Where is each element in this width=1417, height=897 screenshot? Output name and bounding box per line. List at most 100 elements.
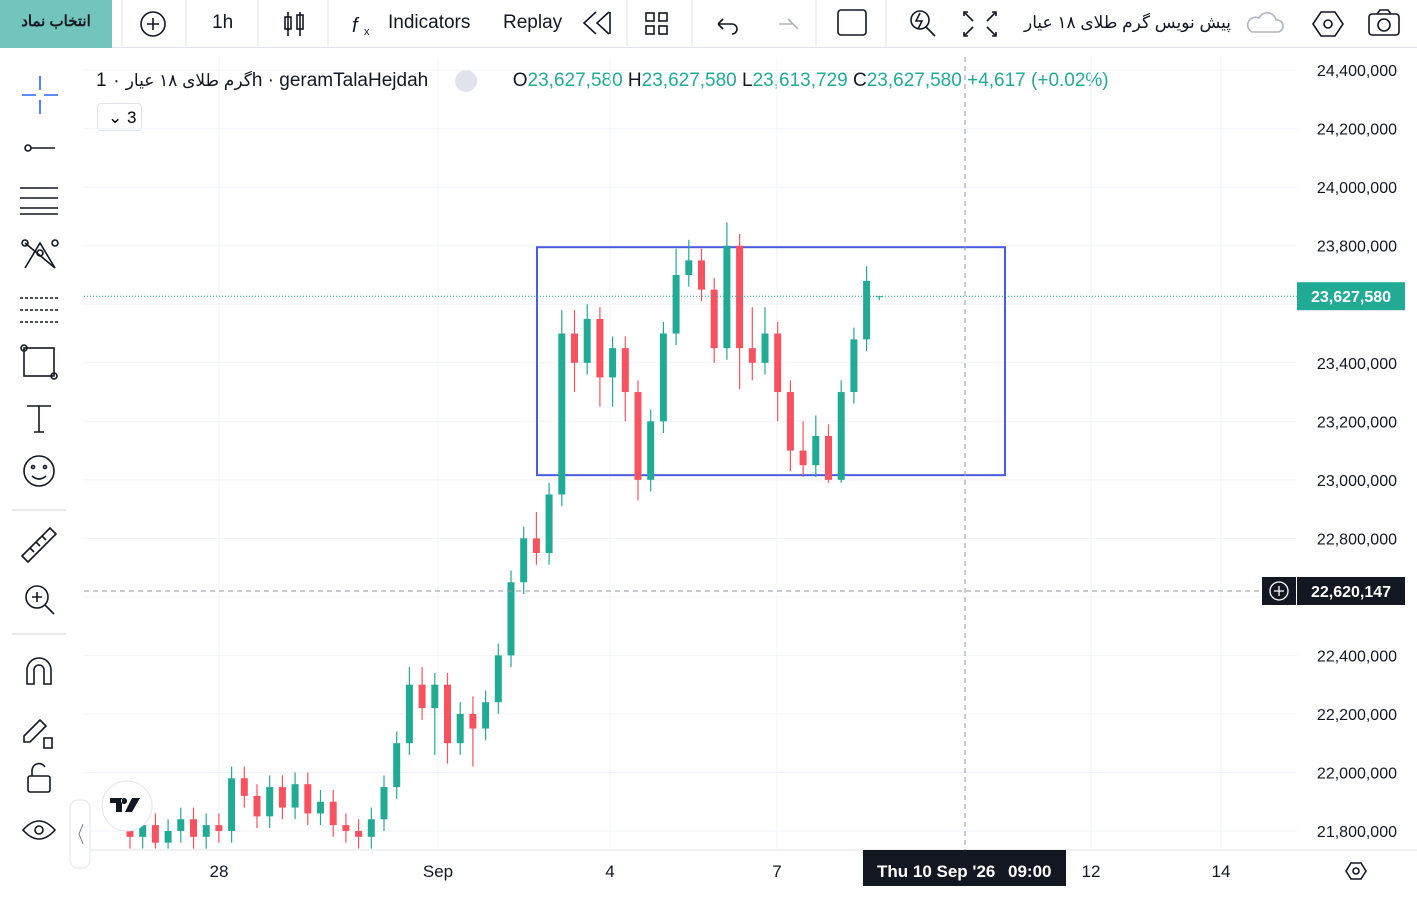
candle-body	[164, 830, 172, 843]
layout-name[interactable]: پیش نویس گرم طلای ۱۸ عیار	[1024, 13, 1231, 32]
candle-body	[177, 819, 185, 831]
candle-body	[774, 333, 782, 393]
candle-body	[266, 787, 274, 817]
settings-dot	[1352, 867, 1360, 875]
x-tick-label: Sep	[423, 862, 453, 881]
candle-body	[799, 450, 807, 466]
y-tick-label: 23,000,000	[1317, 473, 1397, 490]
indicator-count[interactable]: ⌄ 3	[97, 103, 142, 131]
candle-body	[418, 684, 426, 709]
candle-body	[837, 392, 845, 480]
legend-interval: 1h	[96, 70, 263, 92]
y-tick-label: 22,200,000	[1317, 707, 1397, 724]
logo	[110, 798, 140, 812]
candle-body	[520, 538, 528, 583]
last-price-label: 23,627,580	[1311, 289, 1391, 306]
candle-body	[367, 819, 375, 837]
candle-body	[190, 819, 197, 837]
candle-body	[507, 582, 515, 656]
legend-high: 23,627,580	[641, 70, 737, 92]
legend-c-label: C	[852, 70, 867, 92]
candle-body	[151, 825, 159, 843]
y-tick-label: 23,800,000	[1317, 239, 1397, 256]
chart: 21,800,000 22,000,000 22,200,000 22,400,000…	[69, 57, 1417, 897]
x-tick-label: 4	[605, 862, 614, 881]
candle-body	[571, 333, 578, 363]
y-tick-label: 23,200,000	[1317, 414, 1397, 431]
candle-body	[405, 684, 413, 744]
candle-body	[634, 392, 642, 480]
y-tick-label: 22,800,000	[1317, 531, 1397, 548]
legend-toggle[interactable]	[455, 70, 478, 92]
candle-body	[202, 825, 210, 837]
price-axis	[1297, 57, 1417, 897]
x-tick-label: 12	[1082, 862, 1101, 881]
crosshair-time-bg	[863, 850, 1066, 886]
candle-body	[850, 339, 858, 393]
candle-body	[380, 787, 388, 820]
candle-body	[456, 713, 464, 744]
candle-body	[812, 435, 820, 466]
candle-body	[317, 801, 324, 814]
candle-body	[139, 825, 147, 837]
candle-body	[698, 260, 705, 290]
legend-change: +4,617 (+0.02%)	[967, 70, 1109, 92]
candle-body	[786, 392, 794, 451]
svg-text:x: x	[364, 26, 370, 38]
collapse-handle	[69, 799, 91, 869]
top-toolbar: انتخاب نماد 1h Indicators Replay پیش نوی…	[0, 0, 1417, 48]
replay-button[interactable]: Replay	[503, 12, 563, 33]
candle-body	[494, 655, 502, 703]
candle-body	[685, 260, 693, 276]
candle-body	[672, 275, 680, 334]
y-tick-label: 24,000,000	[1317, 180, 1397, 197]
add-alert-icon	[1269, 581, 1289, 601]
candle-body	[215, 825, 223, 831]
add-alert-plus	[1274, 585, 1284, 596]
candle-body	[228, 778, 236, 831]
settings-icon	[1345, 862, 1367, 880]
chart-legend: گرم طلای ۱۸ عیار ۰ 1h · geramTalaHejdah …	[96, 70, 1109, 92]
drawing-toolbar	[12, 76, 66, 840]
indicators-button[interactable]: Indicators	[388, 12, 471, 33]
candle-body	[748, 348, 756, 363]
collapse-arrow	[78, 823, 84, 845]
candle-body	[532, 538, 540, 553]
y-tick-label: 22,400,000	[1317, 648, 1397, 665]
legend-l-label: L	[742, 70, 753, 92]
legend-o-label: O	[512, 70, 528, 92]
svg-text:f: f	[352, 15, 360, 37]
crosshair-price-label: 22,620,147	[1311, 584, 1391, 601]
candle-body	[723, 245, 731, 349]
y-tick-label: 22,000,000	[1317, 765, 1397, 782]
candle-body	[863, 280, 871, 340]
rectangle-drawing	[536, 246, 1006, 477]
legend-low: 23,613,729	[752, 70, 848, 92]
logo-bg	[101, 780, 153, 832]
candle-body	[761, 333, 769, 363]
symbol-button[interactable]: انتخاب نماد	[0, 0, 112, 48]
candle-body	[431, 684, 439, 709]
candle-body	[482, 702, 490, 729]
candle-body	[342, 825, 350, 831]
crosshair-time: 09:00	[1008, 862, 1051, 881]
y-tick-label: 24,200,000	[1317, 122, 1397, 139]
candle-body	[710, 289, 718, 349]
y-tick-label: 24,400,000	[1317, 63, 1397, 80]
candle-body	[278, 787, 286, 808]
x-tick-label: 7	[772, 862, 781, 881]
candle-body	[444, 684, 451, 744]
candle-body	[647, 421, 655, 480]
candle-body	[596, 318, 604, 378]
y-tick-label: 23,400,000	[1317, 356, 1397, 373]
candle-body	[558, 333, 566, 495]
interval-button[interactable]: 1h	[212, 12, 234, 33]
candle-body	[126, 830, 134, 837]
legend-open: 23,627,580	[527, 70, 623, 92]
candle-body	[609, 348, 617, 378]
candle-body	[583, 318, 591, 363]
candle-body	[291, 784, 299, 808]
candle-body	[253, 795, 261, 817]
last-price-label-bg	[1297, 282, 1405, 311]
